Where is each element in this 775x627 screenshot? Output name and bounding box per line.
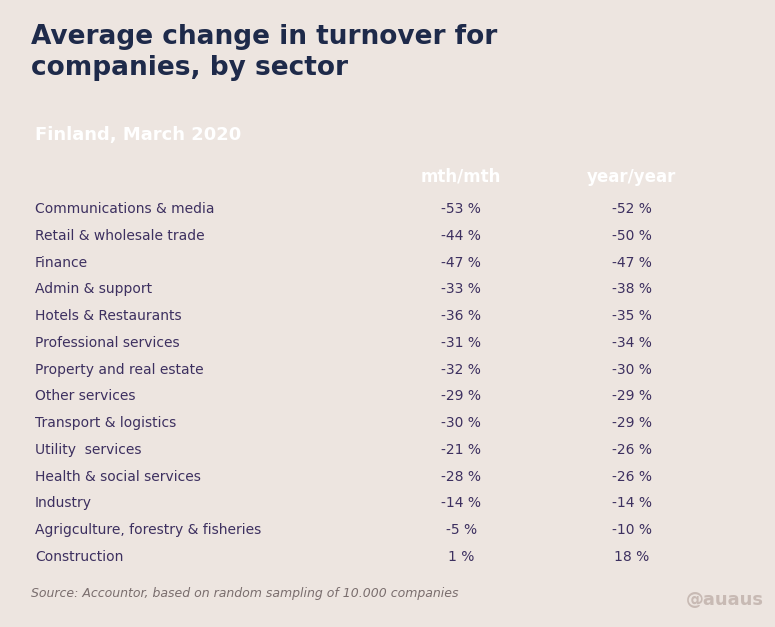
Text: -52 %: -52 % bbox=[611, 202, 652, 216]
Text: Average change in turnover for
companies, by sector: Average change in turnover for companies… bbox=[31, 24, 498, 81]
Text: Finland, March 2020: Finland, March 2020 bbox=[35, 126, 241, 144]
Text: -36 %: -36 % bbox=[441, 309, 481, 323]
Text: Other services: Other services bbox=[35, 389, 136, 403]
Text: -29 %: -29 % bbox=[611, 389, 652, 403]
Text: -47 %: -47 % bbox=[611, 256, 652, 270]
Text: -50 %: -50 % bbox=[611, 229, 652, 243]
Text: @auaus: @auaus bbox=[686, 591, 763, 609]
Text: Professional services: Professional services bbox=[35, 336, 180, 350]
Text: -26 %: -26 % bbox=[611, 470, 652, 483]
Text: -26 %: -26 % bbox=[611, 443, 652, 457]
Text: -30 %: -30 % bbox=[441, 416, 481, 430]
Text: mth/mth: mth/mth bbox=[421, 168, 501, 186]
Text: Retail & wholesale trade: Retail & wholesale trade bbox=[35, 229, 205, 243]
Text: Construction: Construction bbox=[35, 550, 123, 564]
Text: Agrigculture, forestry & fisheries: Agrigculture, forestry & fisheries bbox=[35, 523, 261, 537]
Text: Property and real estate: Property and real estate bbox=[35, 362, 204, 377]
Text: -38 %: -38 % bbox=[611, 282, 652, 297]
Text: Hotels & Restaurants: Hotels & Restaurants bbox=[35, 309, 181, 323]
Text: 1 %: 1 % bbox=[448, 550, 474, 564]
Text: -31 %: -31 % bbox=[441, 336, 481, 350]
Text: -14 %: -14 % bbox=[441, 497, 481, 510]
Text: -44 %: -44 % bbox=[441, 229, 481, 243]
Text: -21 %: -21 % bbox=[441, 443, 481, 457]
Text: Transport & logistics: Transport & logistics bbox=[35, 416, 176, 430]
Text: -10 %: -10 % bbox=[611, 523, 652, 537]
Text: -47 %: -47 % bbox=[441, 256, 481, 270]
Text: Communications & media: Communications & media bbox=[35, 202, 215, 216]
Text: Utility  services: Utility services bbox=[35, 443, 141, 457]
Text: Admin & support: Admin & support bbox=[35, 282, 152, 297]
Text: -28 %: -28 % bbox=[441, 470, 481, 483]
Text: -29 %: -29 % bbox=[611, 416, 652, 430]
Text: Industry: Industry bbox=[35, 497, 92, 510]
Text: -14 %: -14 % bbox=[611, 497, 652, 510]
Text: -5 %: -5 % bbox=[446, 523, 477, 537]
Text: -33 %: -33 % bbox=[441, 282, 481, 297]
Text: Source: Accountor, based on random sampling of 10.000 companies: Source: Accountor, based on random sampl… bbox=[31, 587, 459, 600]
Text: -53 %: -53 % bbox=[441, 202, 481, 216]
Text: -35 %: -35 % bbox=[611, 309, 652, 323]
Text: -30 %: -30 % bbox=[611, 362, 652, 377]
Text: -32 %: -32 % bbox=[441, 362, 481, 377]
Text: year/year: year/year bbox=[587, 168, 677, 186]
Text: Health & social services: Health & social services bbox=[35, 470, 201, 483]
Text: Finance: Finance bbox=[35, 256, 88, 270]
Text: -29 %: -29 % bbox=[441, 389, 481, 403]
Text: 18 %: 18 % bbox=[614, 550, 649, 564]
Text: -34 %: -34 % bbox=[611, 336, 652, 350]
